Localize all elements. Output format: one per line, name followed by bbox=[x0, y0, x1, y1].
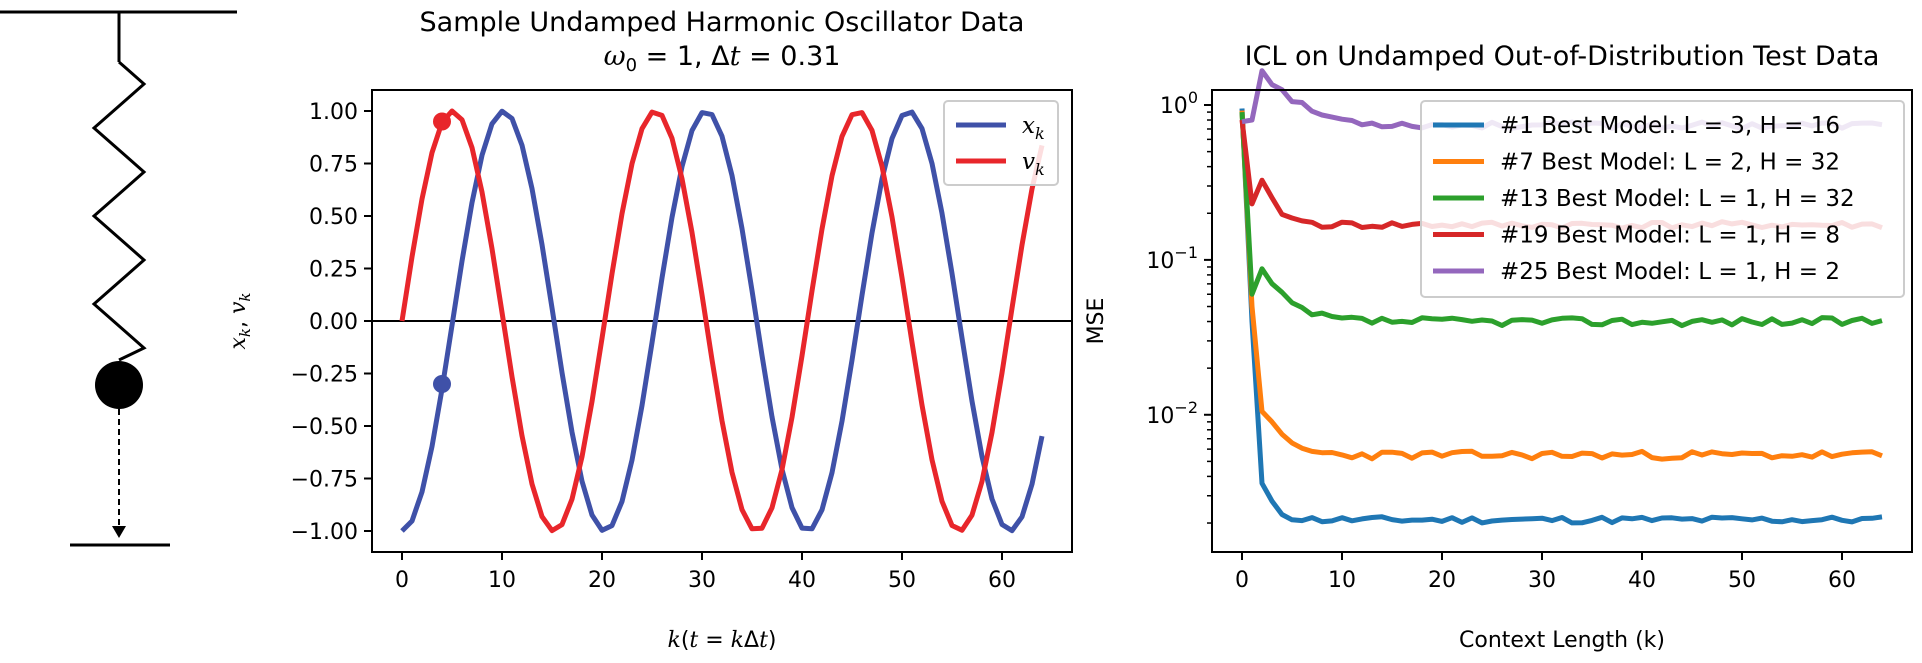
x-tick-label: 60 bbox=[988, 568, 1016, 593]
series-line-2 bbox=[1239, 110, 1883, 462]
y-tick-label: −0.75 bbox=[291, 468, 358, 493]
x-tick-label: 40 bbox=[1628, 568, 1656, 593]
chart-title-line2: ω0 = 1, Δt = 0.31 bbox=[604, 41, 841, 76]
series-group bbox=[372, 108, 1072, 534]
legend-box bbox=[1420, 100, 1905, 298]
x-tick-label: 20 bbox=[588, 568, 616, 593]
series-line-1 bbox=[1239, 108, 1883, 526]
y-tick-label: 1.00 bbox=[309, 100, 358, 125]
icl-mse-chart: ICL on Undamped Out-of-Distribution Test… bbox=[1084, 41, 1913, 653]
legend-label-v: vk bbox=[1022, 149, 1045, 179]
series-line-3 bbox=[1239, 111, 1883, 329]
y-tick-label: 0.25 bbox=[309, 258, 358, 283]
y-tick-label: 100 bbox=[1160, 88, 1198, 119]
legend-label-5: #25 Best Model: L = 1, H = 2 bbox=[1500, 259, 1840, 285]
spring-mass-diagram bbox=[0, 10, 237, 547]
x-tick-label: 10 bbox=[488, 568, 516, 593]
spring-coil bbox=[91, 60, 147, 362]
legend: xk vk bbox=[943, 100, 1059, 186]
legend: #1 Best Model: L = 3, H = 16 #7 Best Mode… bbox=[1420, 100, 1905, 298]
y-axis: 1.00 0.75 0.50 0.25 0.00 −0.25 −0.50 −0.75 −1.00 bbox=[291, 100, 372, 545]
x-axis-label: k(t = kΔt) bbox=[667, 628, 776, 653]
legend-label-3: #13 Best Model: L = 1, H = 32 bbox=[1500, 186, 1855, 212]
x-tick-label: 50 bbox=[888, 568, 916, 593]
displacement-arrow-head bbox=[112, 526, 126, 538]
x-tick-label: 10 bbox=[1328, 568, 1356, 593]
y-tick-label: 0.50 bbox=[309, 205, 358, 230]
x-tick-label: 0 bbox=[1235, 568, 1249, 593]
legend-label-2: #7 Best Model: L = 2, H = 32 bbox=[1500, 150, 1840, 176]
y-axis-label: MSE bbox=[1084, 298, 1109, 345]
legend-label-x: xk bbox=[1022, 113, 1045, 143]
x-tick-label: 60 bbox=[1828, 568, 1856, 593]
mass-ball bbox=[95, 361, 143, 409]
y-axis: 100 10−1 10−2 bbox=[1146, 88, 1212, 524]
chart-title-line1: Sample Undamped Harmonic Oscillator Data bbox=[420, 7, 1025, 38]
x-axis: 0 10 20 30 40 50 60 bbox=[1235, 552, 1856, 593]
x-tick-label: 30 bbox=[688, 568, 716, 593]
x-axis: 0 10 20 30 40 50 60 bbox=[395, 552, 1016, 593]
y-tick-label: −0.25 bbox=[291, 363, 358, 388]
series-v-line bbox=[399, 108, 1045, 534]
legend-box bbox=[943, 100, 1059, 186]
y-tick-label: 10−2 bbox=[1146, 398, 1198, 429]
highlight-marker-v-k bbox=[433, 112, 451, 131]
y-tick-label: 0.00 bbox=[309, 310, 358, 335]
y-tick-label: −0.50 bbox=[291, 415, 358, 440]
x-tick-label: 30 bbox=[1528, 568, 1556, 593]
y-axis-label: xk, vk bbox=[226, 292, 254, 349]
x-tick-label: 20 bbox=[1428, 568, 1456, 593]
y-tick-label: 0.75 bbox=[309, 153, 358, 178]
legend-label-4: #19 Best Model: L = 1, H = 8 bbox=[1500, 223, 1840, 249]
legend-label-1: #1 Best Model: L = 3, H = 16 bbox=[1500, 113, 1840, 139]
series-x-line bbox=[400, 108, 1045, 534]
x-tick-label: 50 bbox=[1728, 568, 1756, 593]
x-axis-label: Context Length (k) bbox=[1459, 628, 1665, 653]
highlight-marker-x-k bbox=[433, 375, 451, 393]
oscillator-chart: Sample Undamped Harmonic Oscillator Data… bbox=[226, 7, 1073, 653]
x-tick-label: 0 bbox=[395, 568, 409, 593]
x-tick-label: 40 bbox=[788, 568, 816, 593]
y-tick-label: −1.00 bbox=[291, 520, 358, 545]
y-tick-label: 10−1 bbox=[1146, 243, 1198, 274]
chart-title: ICL on Undamped Out-of-Distribution Test… bbox=[1245, 41, 1880, 72]
